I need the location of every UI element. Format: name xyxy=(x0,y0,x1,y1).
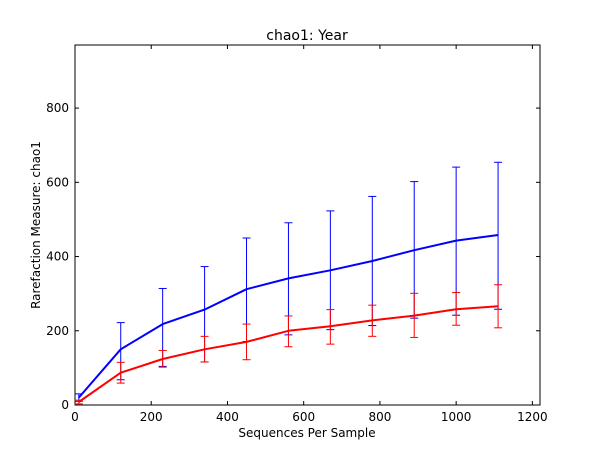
y-tick-label-0: 0 xyxy=(61,398,69,412)
chart-title: chao1: Year xyxy=(266,28,348,44)
x-tick-label-0: 0 xyxy=(71,410,79,424)
y-tick-label-1: 200 xyxy=(46,324,69,338)
x-tick-label-5: 1000 xyxy=(441,410,472,424)
y-tick-label-3: 600 xyxy=(46,175,69,189)
x-tick-label-6: 1200 xyxy=(517,410,548,424)
x-tick-label-2: 400 xyxy=(216,410,239,424)
x-tick-label-1: 200 xyxy=(140,410,163,424)
y-tick-label-4: 800 xyxy=(46,101,69,115)
x-axis-label: Sequences Per Sample xyxy=(238,426,375,440)
x-tick-label-4: 800 xyxy=(368,410,391,424)
series-1-line xyxy=(78,305,499,403)
plot-area: 0 200 400 600 800 1000 1200 0 200 400 600 800 xyxy=(46,44,548,424)
plot-frame xyxy=(74,44,541,406)
x-tick-label-3: 600 xyxy=(292,410,315,424)
y-axis-label: Rarefaction Measure: chao1 xyxy=(29,141,43,309)
y-tick-label-2: 400 xyxy=(46,250,69,264)
series-0-line xyxy=(78,234,499,399)
